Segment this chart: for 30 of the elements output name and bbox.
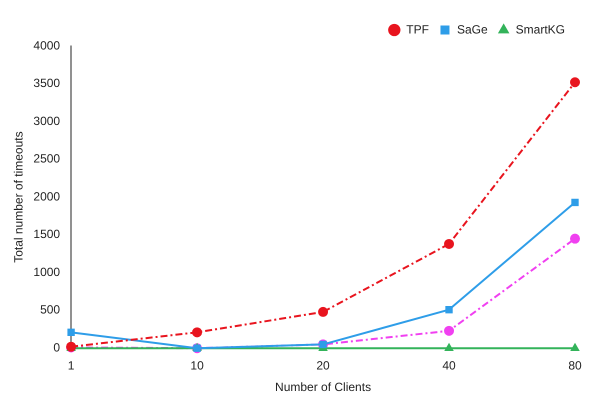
x-axis-title: Number of Clients: [275, 380, 372, 394]
point: [444, 326, 454, 336]
y-tick-label: 4000: [33, 38, 60, 52]
legend-label: SmartKG: [516, 22, 565, 36]
legend-label: TPF: [406, 22, 429, 36]
point: [192, 327, 202, 338]
y-tick-label: 2000: [33, 189, 60, 204]
legend-label: SaGe: [456, 22, 488, 36]
point: [571, 198, 579, 206]
y-tick-label: 2500: [33, 152, 60, 166]
y-tick-label: 0: [53, 340, 60, 355]
point: [570, 343, 580, 351]
y-tick-label: 3000: [33, 114, 60, 128]
point: [67, 328, 75, 336]
point: [445, 306, 453, 314]
y-tick-label: 1000: [33, 264, 60, 279]
y-axis-title: Total number of timeouts: [12, 131, 26, 263]
y-tick-label: 3500: [33, 76, 60, 90]
x-tick-label: 40: [442, 358, 456, 373]
point: [444, 238, 454, 249]
point: [570, 234, 580, 244]
x-tick-label: 10: [190, 358, 204, 373]
y-tick-label: 500: [40, 302, 60, 317]
point: [318, 306, 328, 317]
x-tick-label: 80: [568, 358, 582, 373]
y-tick-label: 1500: [33, 227, 60, 242]
x-tick-label: 1: [68, 358, 75, 373]
point: [444, 343, 454, 351]
point: [570, 77, 580, 88]
x-tick-label: 20: [316, 358, 330, 373]
